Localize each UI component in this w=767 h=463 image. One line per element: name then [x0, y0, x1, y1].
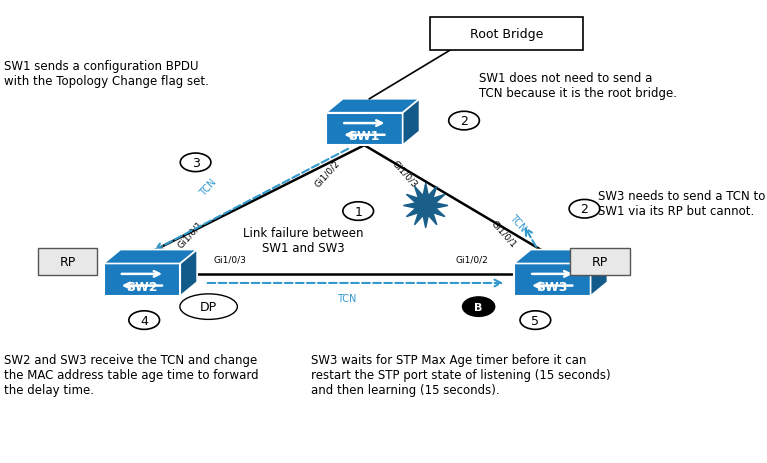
- Polygon shape: [591, 250, 607, 296]
- Text: 5: 5: [532, 314, 539, 327]
- Text: DP: DP: [200, 300, 217, 313]
- FancyBboxPatch shape: [514, 264, 591, 296]
- Text: Gi1/0/2: Gi1/0/2: [313, 158, 342, 189]
- Text: 4: 4: [140, 314, 148, 327]
- Circle shape: [463, 297, 495, 317]
- Text: Link failure between
SW1 and SW3: Link failure between SW1 and SW3: [242, 227, 364, 255]
- Text: RP: RP: [591, 255, 608, 268]
- Text: SW1: SW1: [348, 130, 380, 143]
- FancyBboxPatch shape: [326, 113, 403, 146]
- Text: SW2 and SW3 receive the TCN and change
the MAC address table age time to forward: SW2 and SW3 receive the TCN and change t…: [4, 353, 258, 396]
- Text: B: B: [475, 302, 482, 312]
- Text: Gi1/0/3: Gi1/0/3: [214, 255, 246, 264]
- Text: SW3: SW3: [537, 280, 568, 293]
- Text: TCN: TCN: [508, 213, 528, 234]
- Text: Gi1/0/1: Gi1/0/1: [489, 219, 518, 249]
- Text: 1: 1: [354, 205, 362, 218]
- FancyBboxPatch shape: [38, 248, 97, 275]
- Polygon shape: [326, 100, 420, 113]
- Polygon shape: [514, 250, 607, 264]
- Polygon shape: [403, 184, 448, 228]
- Text: Gi1/0/1: Gi1/0/1: [176, 219, 205, 249]
- Text: SW2: SW2: [126, 280, 158, 293]
- Text: 3: 3: [192, 156, 199, 169]
- Text: TCN: TCN: [337, 293, 357, 303]
- Text: 2: 2: [581, 203, 588, 216]
- Text: RP: RP: [59, 255, 76, 268]
- Text: Gi1/0/3: Gi1/0/3: [390, 158, 420, 189]
- Polygon shape: [180, 250, 197, 296]
- Polygon shape: [104, 250, 197, 264]
- Text: TCN: TCN: [199, 177, 219, 198]
- Text: Gi1/0/2: Gi1/0/2: [456, 255, 488, 264]
- Text: SW3 waits for STP Max Age timer before it can
restart the STP port state of list: SW3 waits for STP Max Age timer before i…: [311, 353, 611, 396]
- Text: SW3 needs to send a TCN to
SW1 via its RP but cannot.: SW3 needs to send a TCN to SW1 via its R…: [598, 190, 765, 218]
- FancyBboxPatch shape: [430, 18, 583, 51]
- Text: SW1 does not need to send a
TCN because it is the root bridge.: SW1 does not need to send a TCN because …: [479, 72, 677, 100]
- Text: Root Bridge: Root Bridge: [469, 28, 543, 41]
- Text: SW1 sends a configuration BPDU
with the Topology Change flag set.: SW1 sends a configuration BPDU with the …: [4, 60, 209, 88]
- FancyBboxPatch shape: [570, 248, 630, 275]
- FancyBboxPatch shape: [104, 264, 180, 296]
- Polygon shape: [403, 100, 420, 146]
- Text: 2: 2: [460, 115, 468, 128]
